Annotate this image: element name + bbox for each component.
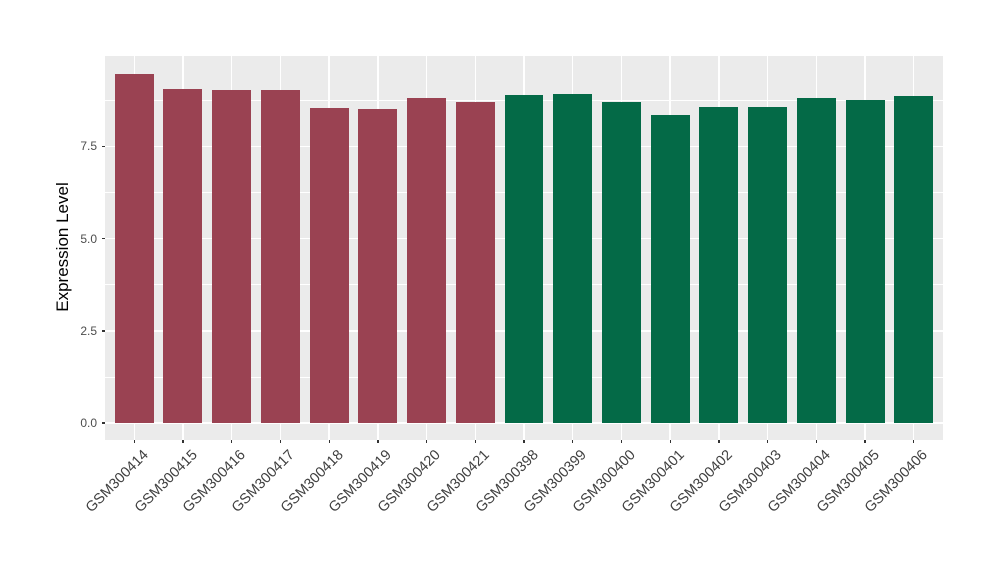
bar-GSM300405 [845, 99, 885, 424]
x-tick-mark [377, 440, 379, 443]
x-tick-mark [231, 440, 233, 443]
x-tick-mark [523, 440, 525, 443]
bar-GSM300419 [358, 109, 398, 424]
y-tick-label: 0.0 [80, 416, 97, 431]
y-tick-mark [102, 330, 105, 332]
x-tick-mark [718, 440, 720, 443]
y-tick-label: 2.5 [80, 323, 97, 338]
y-tick-label: 7.5 [80, 139, 97, 154]
bar-GSM300421 [455, 102, 495, 424]
y-axis-title: Expression Level [53, 182, 72, 312]
bar-GSM300402 [699, 107, 739, 424]
bar-GSM300417 [260, 90, 300, 424]
bar-GSM300406 [894, 95, 934, 424]
bar-GSM300415 [163, 89, 203, 424]
bar-GSM300399 [553, 93, 593, 424]
y-tick-mark [102, 237, 105, 240]
bar-GSM300404 [796, 97, 836, 424]
x-tick-mark [620, 440, 623, 443]
bar-GSM300403 [748, 106, 788, 424]
bar-GSM300420 [407, 98, 447, 424]
x-tick-mark [767, 440, 769, 443]
y-tick-mark [102, 422, 105, 424]
x-tick-mark [279, 440, 282, 443]
bar-GSM300416 [212, 90, 252, 424]
bar-GSM300418 [309, 107, 349, 424]
y-tick-mark [102, 145, 105, 148]
x-tick-mark [474, 440, 476, 443]
x-tick-mark [669, 440, 671, 443]
x-tick-mark [328, 440, 330, 443]
x-tick-mark [425, 440, 428, 443]
x-tick-mark [815, 440, 818, 443]
bar-GSM300414 [114, 74, 154, 424]
bar-GSM300400 [601, 102, 641, 424]
x-tick-mark [133, 440, 135, 443]
bar-GSM300401 [650, 115, 690, 424]
y-tick-label: 5.0 [80, 231, 97, 246]
x-tick-mark [182, 440, 184, 443]
bar-GSM300398 [504, 94, 544, 424]
x-tick-mark [864, 440, 866, 443]
x-tick-mark [572, 440, 574, 443]
x-tick-mark [913, 440, 915, 443]
